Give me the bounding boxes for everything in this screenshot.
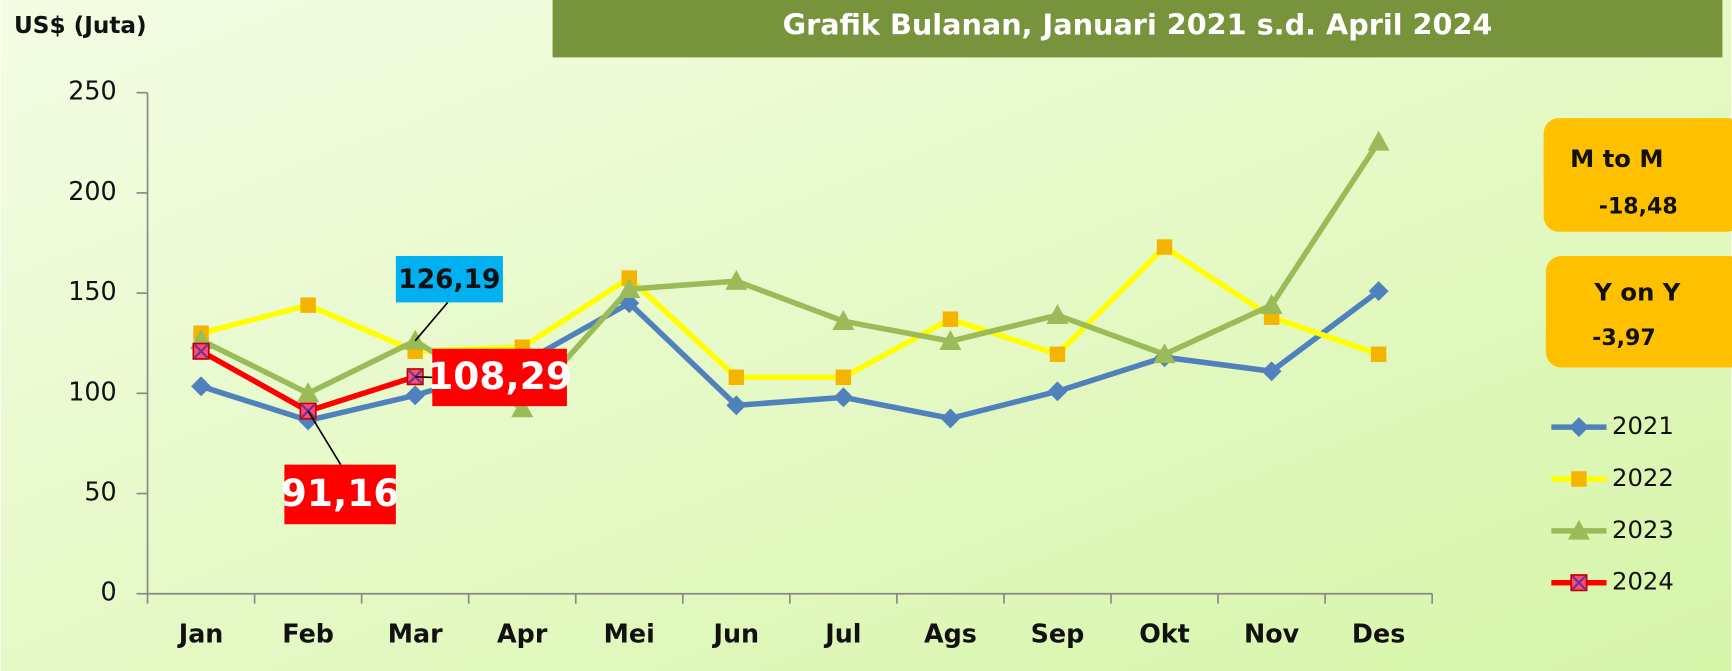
legend-marker — [1571, 471, 1587, 487]
x-tick-label: Nov — [1244, 619, 1300, 649]
series-line — [200, 244, 1380, 381]
legend-marker — [1569, 417, 1589, 438]
series-line — [200, 288, 1381, 424]
x-tick-label: Mar — [388, 619, 443, 649]
data-point — [1049, 346, 1066, 362]
data-point — [1261, 361, 1282, 382]
data-point — [832, 310, 855, 331]
leader-line — [415, 375, 433, 379]
mtom-label: M to M — [1570, 144, 1663, 173]
data-point — [1047, 381, 1068, 402]
yony-value: -3,97 — [1592, 326, 1656, 351]
data-point — [1367, 130, 1390, 151]
data-point — [300, 297, 316, 313]
data-point — [1260, 294, 1283, 314]
data-point — [939, 330, 962, 351]
yony-label: Y on Y — [1593, 278, 1680, 307]
data-point — [833, 387, 854, 408]
leader-line — [307, 410, 342, 466]
title-bar — [552, 0, 1723, 58]
data-point — [192, 342, 210, 360]
yony-box — [1545, 256, 1732, 368]
data-point — [299, 402, 317, 420]
data-point — [405, 385, 426, 406]
value-label: 126,19 — [398, 264, 500, 295]
series-line — [199, 140, 1381, 412]
data-point — [297, 382, 320, 403]
value-label: 108,29 — [427, 354, 572, 398]
y-tick-label: 100 — [68, 376, 116, 406]
chart-title: Grafik Bulanan, Januari 2021 s.d. April … — [783, 7, 1493, 41]
legend-label: 2021 — [1612, 411, 1674, 440]
leader-line — [414, 301, 449, 342]
value-label: 91,16 — [281, 471, 400, 515]
legend-label: 2024 — [1612, 567, 1674, 596]
data-point — [1153, 343, 1176, 364]
legend-marker — [1567, 519, 1590, 540]
data-point — [835, 369, 852, 386]
mtom-value: -18,48 — [1599, 194, 1678, 219]
legend-label: 2023 — [1612, 515, 1674, 544]
x-tick-label: Okt — [1139, 619, 1190, 649]
data-point — [618, 278, 641, 298]
x-tick-label: Jul — [823, 619, 861, 649]
data-point — [511, 397, 534, 418]
data-point — [1368, 281, 1389, 302]
x-tick-label: Jun — [712, 619, 760, 649]
data-point — [1046, 304, 1069, 324]
y-axis-label: US$ (Juta) — [14, 12, 147, 39]
x-tick-label: Mei — [604, 619, 655, 649]
x-tick-label: Sep — [1031, 619, 1085, 649]
x-tick-label: Apr — [497, 619, 548, 649]
mtom-box — [1543, 118, 1732, 232]
data-point — [1156, 239, 1173, 255]
legend-label: 2022 — [1612, 463, 1674, 492]
y-tick-label: 250 — [68, 76, 116, 106]
value-label-box — [284, 464, 396, 525]
y-tick-label: 200 — [68, 176, 116, 206]
value-label-box — [432, 348, 567, 407]
data-point — [1370, 346, 1387, 362]
data-point — [728, 369, 745, 386]
y-tick-label: 50 — [84, 477, 116, 507]
legend-marker — [1570, 574, 1588, 592]
y-tick-label: 150 — [68, 276, 116, 306]
x-tick-label: Ags — [924, 619, 977, 649]
x-tick-label: Des — [1352, 619, 1405, 649]
y-tick-label: 0 — [100, 577, 116, 607]
value-label-box — [395, 256, 503, 303]
x-tick-label: Jan — [177, 619, 224, 649]
data-point — [725, 270, 748, 290]
data-point — [942, 311, 959, 327]
x-tick-label: Feb — [282, 619, 334, 649]
